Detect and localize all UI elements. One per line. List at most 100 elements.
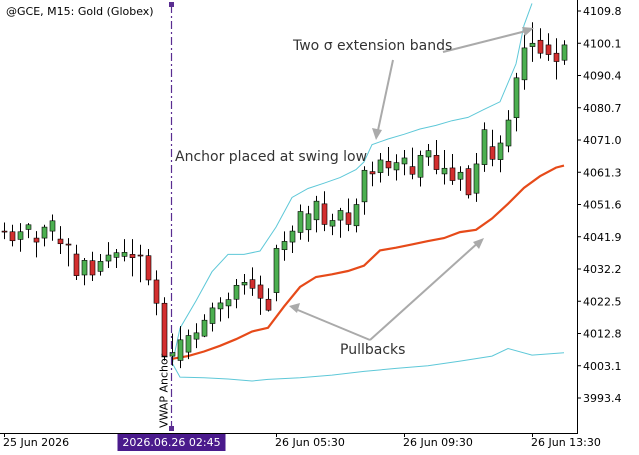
candle bbox=[553, 38, 560, 80]
candle bbox=[425, 143, 432, 166]
candle-body bbox=[9, 231, 16, 242]
candle bbox=[41, 224, 48, 247]
candle-body bbox=[1, 230, 8, 233]
candle bbox=[561, 40, 568, 65]
anchor-top-handle[interactable] bbox=[169, 2, 174, 7]
time-tick-label: 26 Jun 05:30 bbox=[275, 436, 345, 449]
candle-body bbox=[537, 39, 544, 54]
candle-body bbox=[265, 298, 272, 311]
time-axis[interactable]: 25 Jun 2026 26 Jun 05:30 26 Jun 09:30 26 Ju… bbox=[3, 433, 601, 449]
vwap-layer bbox=[171, 164, 565, 360]
price-axis[interactable]: 4109.8 4100.1 4090.4 4080.7 4071.0 4061.3 4051… bbox=[577, 5, 622, 405]
price-tick-label: 4109.8 bbox=[583, 5, 622, 18]
candle-body bbox=[393, 162, 400, 171]
candle-body bbox=[145, 255, 152, 281]
candle bbox=[137, 244, 144, 283]
anchor-bottom-handle[interactable] bbox=[169, 426, 174, 431]
candle bbox=[9, 224, 16, 247]
candle bbox=[193, 323, 200, 349]
price-tick-label: 4003.1 bbox=[583, 360, 622, 373]
candle bbox=[521, 34, 528, 90]
candle bbox=[337, 207, 344, 238]
candle bbox=[465, 165, 472, 199]
pullbacks-arrow-left bbox=[292, 307, 371, 341]
candle bbox=[281, 231, 288, 261]
candle bbox=[329, 213, 336, 236]
candle bbox=[217, 297, 224, 322]
candle-body bbox=[513, 77, 520, 119]
candle-body bbox=[409, 166, 416, 175]
candle-body bbox=[73, 253, 80, 276]
lower-band-line bbox=[171, 347, 565, 382]
candle bbox=[257, 275, 264, 315]
candle-body bbox=[561, 44, 568, 61]
price-tick-label: 4071.0 bbox=[583, 134, 622, 147]
candle bbox=[113, 249, 120, 269]
candle-body bbox=[385, 160, 392, 169]
candle bbox=[65, 238, 72, 267]
candle bbox=[105, 242, 112, 269]
candle-body bbox=[345, 212, 352, 225]
candle bbox=[241, 273, 248, 295]
candle bbox=[49, 214, 56, 241]
candle bbox=[449, 153, 456, 185]
candle-body bbox=[105, 254, 112, 262]
annotation-arrows bbox=[289, 27, 534, 341]
annotation-pullbacks: Pullbacks bbox=[340, 342, 405, 358]
candle-body bbox=[417, 154, 424, 178]
bands-arrow-left bbox=[376, 59, 394, 136]
candle bbox=[57, 226, 64, 255]
candle bbox=[297, 204, 304, 240]
time-highlight-box bbox=[117, 434, 226, 451]
candle-body bbox=[129, 254, 136, 258]
candle bbox=[249, 267, 256, 296]
candle-body bbox=[33, 237, 40, 243]
candle-body bbox=[313, 200, 320, 221]
candle bbox=[497, 135, 504, 173]
candle bbox=[545, 33, 552, 61]
candle bbox=[305, 205, 312, 242]
price-tick-label: 4061.3 bbox=[583, 166, 622, 179]
time-tick-label: 26 Jun 09:30 bbox=[403, 436, 473, 449]
candle-body bbox=[89, 260, 96, 276]
candle bbox=[129, 239, 136, 277]
candle bbox=[33, 231, 40, 258]
vwap-line bbox=[171, 164, 565, 360]
candle-body bbox=[353, 204, 360, 227]
candle bbox=[537, 28, 544, 59]
candle bbox=[401, 149, 408, 176]
candle bbox=[361, 166, 368, 215]
candle-body bbox=[57, 238, 64, 245]
candle-body bbox=[329, 220, 336, 227]
candle-body bbox=[137, 254, 144, 257]
candle bbox=[385, 146, 392, 176]
candle bbox=[457, 166, 464, 191]
candle-body bbox=[337, 210, 344, 221]
bands-arrow-right bbox=[442, 29, 531, 53]
price-tick-label: 4012.8 bbox=[583, 328, 622, 341]
candle-body bbox=[273, 248, 280, 293]
candle-body bbox=[81, 260, 88, 276]
candle-body bbox=[97, 261, 104, 272]
candle bbox=[201, 314, 208, 338]
price-tick-label: 4022.5 bbox=[583, 295, 622, 308]
symbol-label: @GCE, M15: Gold (Globex) bbox=[6, 5, 154, 18]
candle bbox=[209, 302, 216, 332]
price-tick-label: 4032.2 bbox=[583, 263, 622, 276]
candle bbox=[177, 326, 184, 369]
candle bbox=[481, 122, 488, 172]
candle bbox=[145, 249, 152, 286]
candle bbox=[273, 244, 280, 302]
candle bbox=[321, 191, 328, 232]
candle bbox=[369, 161, 376, 187]
time-tick-label: 25 Jun 2026 bbox=[3, 436, 69, 449]
candle bbox=[433, 140, 440, 175]
bands-arrow-right-head bbox=[522, 27, 534, 36]
candle-body bbox=[65, 243, 72, 246]
candle bbox=[25, 223, 32, 239]
price-tick-label: 3993.4 bbox=[583, 392, 622, 405]
candle-body bbox=[209, 307, 216, 324]
candle-body bbox=[449, 167, 456, 181]
pullbacks-arrow-left-head bbox=[289, 303, 300, 313]
